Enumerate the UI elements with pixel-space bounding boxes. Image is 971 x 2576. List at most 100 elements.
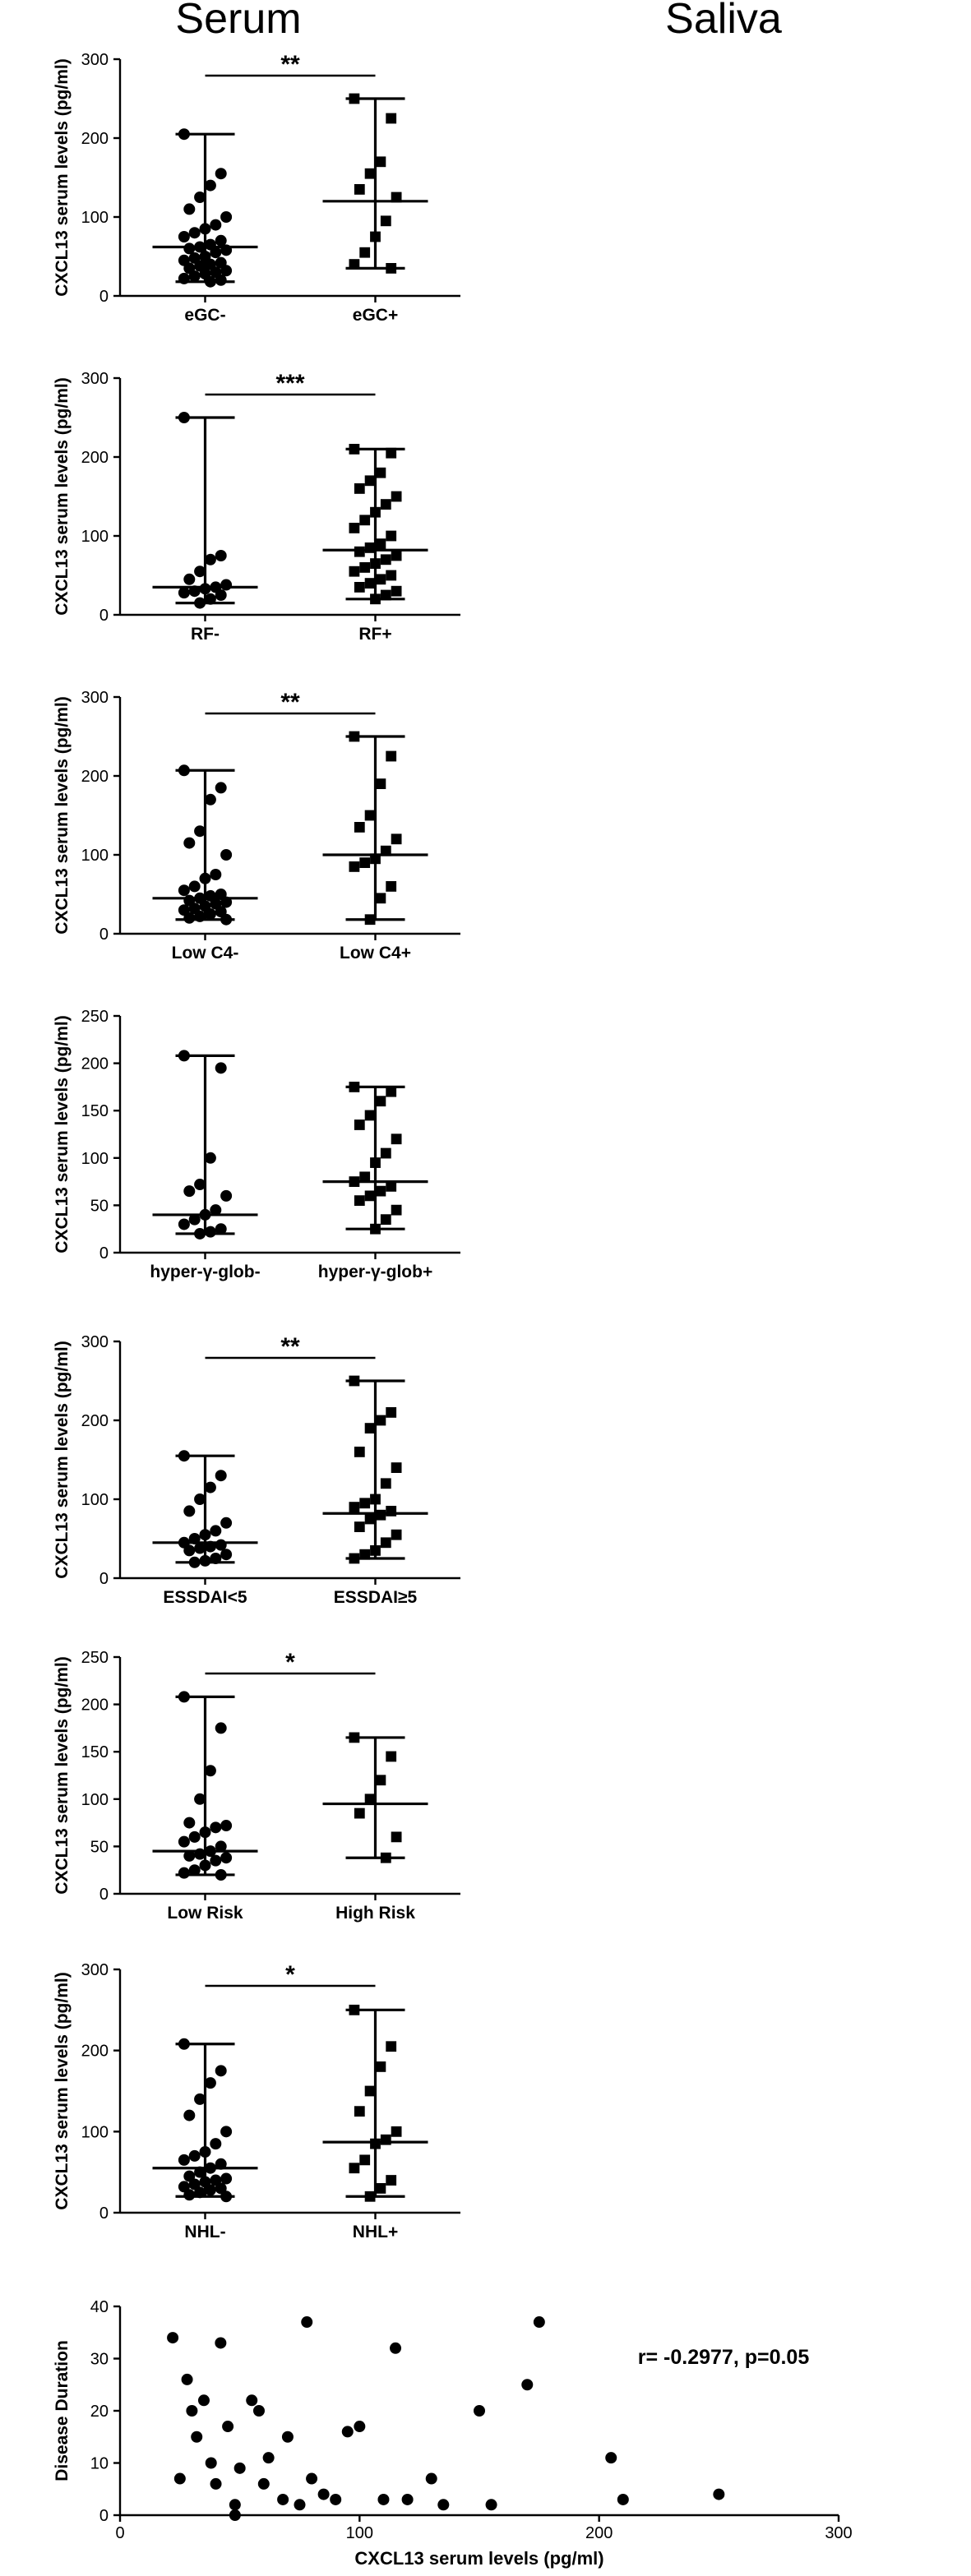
- data-point: [205, 2457, 217, 2469]
- data-point: [380, 1478, 391, 1489]
- serum-column-title: Serum: [175, 0, 301, 43]
- y-tick-label: 0: [99, 1244, 109, 1263]
- data-point: [375, 2061, 386, 2072]
- data-point: [364, 578, 376, 589]
- category-label-high-risk: High Risk: [335, 1904, 415, 1923]
- data-point: [375, 1096, 386, 1107]
- data-point: [349, 523, 360, 533]
- data-point: [220, 849, 233, 861]
- data-point: [380, 499, 391, 510]
- data-point: [349, 259, 360, 270]
- data-point: [194, 2093, 206, 2105]
- data-point: [364, 542, 376, 553]
- data-point: [359, 857, 371, 868]
- data-point: [181, 2373, 193, 2385]
- y-tick-label: 100: [81, 528, 109, 546]
- y-tick-label: 0: [99, 926, 109, 944]
- data-point: [178, 587, 190, 599]
- data-point: [380, 1537, 391, 1549]
- data-point: [229, 2509, 241, 2521]
- data-point: [210, 1553, 222, 1564]
- data-point: [474, 2405, 485, 2417]
- data-point: [204, 908, 216, 920]
- data-point: [386, 263, 397, 274]
- y-tick-label: 200: [81, 2043, 109, 2061]
- data-point: [204, 1845, 216, 1858]
- data-point: [220, 1820, 233, 1832]
- y-tick-label: 250: [81, 1649, 109, 1667]
- data-point: [173, 2472, 186, 2485]
- data-point: [215, 1470, 227, 1482]
- data-point: [364, 2085, 376, 2097]
- data-point: [178, 764, 190, 777]
- data-point: [354, 822, 365, 833]
- panel-s6: 0 50 100 150 200 250 CXCL13 serum levels (pg/m…: [53, 1649, 460, 1923]
- data-point: [386, 1751, 397, 1762]
- data-point: [183, 1817, 196, 1829]
- data-point: [391, 585, 402, 597]
- data-point: [391, 1462, 402, 1473]
- data-point: [375, 156, 386, 168]
- data-point: [375, 574, 386, 585]
- data-point: [186, 2405, 198, 2417]
- data-point: [178, 272, 190, 284]
- category-label-hyper-glob: hyper-γ-glob-: [150, 1263, 260, 1281]
- data-point: [277, 2493, 289, 2505]
- data-point: [210, 2477, 222, 2490]
- data-point: [194, 1493, 206, 1505]
- data-point: [349, 1732, 360, 1743]
- data-point: [220, 2191, 233, 2203]
- data-point: [401, 2493, 414, 2505]
- data-point: [199, 583, 211, 595]
- y-tick-label: 100: [81, 2123, 109, 2141]
- data-point: [349, 1553, 360, 1564]
- data-point: [386, 1180, 397, 1192]
- data-point: [215, 1539, 227, 1551]
- data-point: [390, 2342, 402, 2354]
- data-point: [199, 223, 211, 235]
- data-point: [197, 2394, 210, 2407]
- data-point: [370, 558, 381, 569]
- category-label-egc: eGC-: [184, 306, 225, 325]
- data-point: [178, 1867, 190, 1879]
- data-point: [391, 550, 402, 561]
- y-tick-label: 200: [81, 130, 109, 148]
- data-point: [178, 2154, 190, 2166]
- data-point: [246, 2394, 258, 2407]
- data-point: [204, 275, 216, 288]
- data-point: [183, 912, 196, 924]
- data-point: [349, 2004, 360, 2015]
- category-label-low-c4: Low C4+: [340, 944, 411, 963]
- y-axis-label: CXCL13 serum levels (pg/ml): [53, 58, 72, 296]
- data-point: [194, 2186, 206, 2199]
- data-point: [617, 2493, 629, 2505]
- data-point: [194, 1542, 206, 1554]
- data-point: [178, 231, 190, 242]
- data-point: [349, 1375, 360, 1387]
- data-point: [375, 1185, 386, 1197]
- data-point: [349, 93, 360, 104]
- panel-s1: 0 100 200 300 CXCL13 serum levels (pg/ml) eGC…: [53, 51, 460, 325]
- data-point: [391, 192, 402, 203]
- data-point: [215, 589, 227, 601]
- data-point: [370, 1545, 381, 1556]
- data-point: [377, 2493, 390, 2505]
- data-point: [210, 1821, 222, 1834]
- y-axis-label: CXCL13 serum levels (pg/ml): [53, 377, 72, 615]
- data-point: [210, 1204, 222, 1216]
- data-point: [204, 1481, 216, 1493]
- panel-s7: 0 100 200 300 CXCL13 serum levels (pg/ml) NHL…: [53, 1961, 460, 2241]
- data-point: [220, 265, 233, 277]
- y-tick-label: 250: [81, 1008, 109, 1026]
- data-point: [317, 2488, 330, 2500]
- data-point: [215, 1840, 227, 1853]
- data-point: [183, 242, 196, 255]
- y-tick-label: 20: [90, 2403, 109, 2421]
- data-point: [199, 2146, 211, 2158]
- data-point: [354, 483, 365, 494]
- data-point: [215, 1868, 227, 1881]
- data-point: [386, 881, 397, 892]
- y-axis-label: Disease Duration: [53, 2340, 72, 2481]
- data-point: [364, 1423, 376, 1433]
